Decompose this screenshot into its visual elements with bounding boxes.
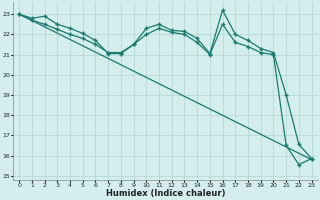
X-axis label: Humidex (Indice chaleur): Humidex (Indice chaleur) <box>106 189 225 198</box>
